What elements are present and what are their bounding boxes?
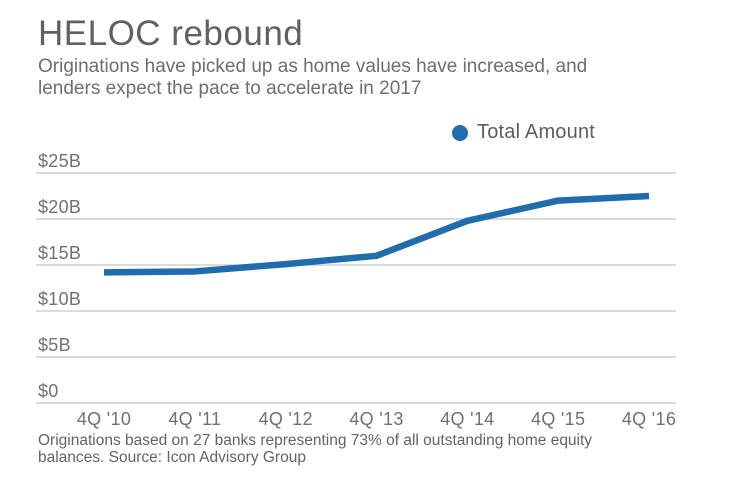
- legend: Total Amount: [452, 121, 595, 144]
- x-axis-tick-label: 4Q '12: [258, 409, 313, 429]
- chart-title: HELOC rebound: [38, 14, 304, 53]
- y-axis-tick-label: $10B: [38, 289, 82, 309]
- x-axis-tick-label: 4Q '10: [76, 409, 132, 429]
- legend-marker-dot: [452, 124, 468, 141]
- source-note: Originations based on 27 banks represent…: [38, 432, 592, 466]
- subtitle-line-2: lenders expect the pace to accelerate in…: [38, 78, 422, 99]
- chart-subtitle: Originations have picked up as home valu…: [38, 56, 587, 100]
- legend-label: Total Amount: [477, 121, 596, 143]
- series-line-total-amount: [103, 192, 650, 276]
- x-axis-tick-label: 4Q '11: [168, 409, 222, 429]
- x-axis-tick-label: 4Q '13: [349, 409, 404, 429]
- y-axis-tick-label: $20B: [38, 197, 82, 217]
- footnote-line-1: Originations based on 27 banks represent…: [38, 432, 593, 449]
- y-axis-tick-label: $25B: [38, 151, 82, 171]
- x-axis-tick-label: 4Q '14: [440, 409, 495, 429]
- y-axis-tick-label: $0: [38, 381, 59, 401]
- y-axis-tick-label: $15B: [38, 243, 82, 263]
- y-axis-tick-label: $5B: [38, 335, 71, 355]
- x-axis-tick-label: 4Q '16: [621, 409, 677, 429]
- subtitle-line-1: Originations have picked up as home valu…: [38, 56, 588, 77]
- footnote-line-2: balances. Source: Icon Advisory Group: [38, 449, 306, 466]
- x-axis-tick-label: 4Q '15: [531, 409, 586, 429]
